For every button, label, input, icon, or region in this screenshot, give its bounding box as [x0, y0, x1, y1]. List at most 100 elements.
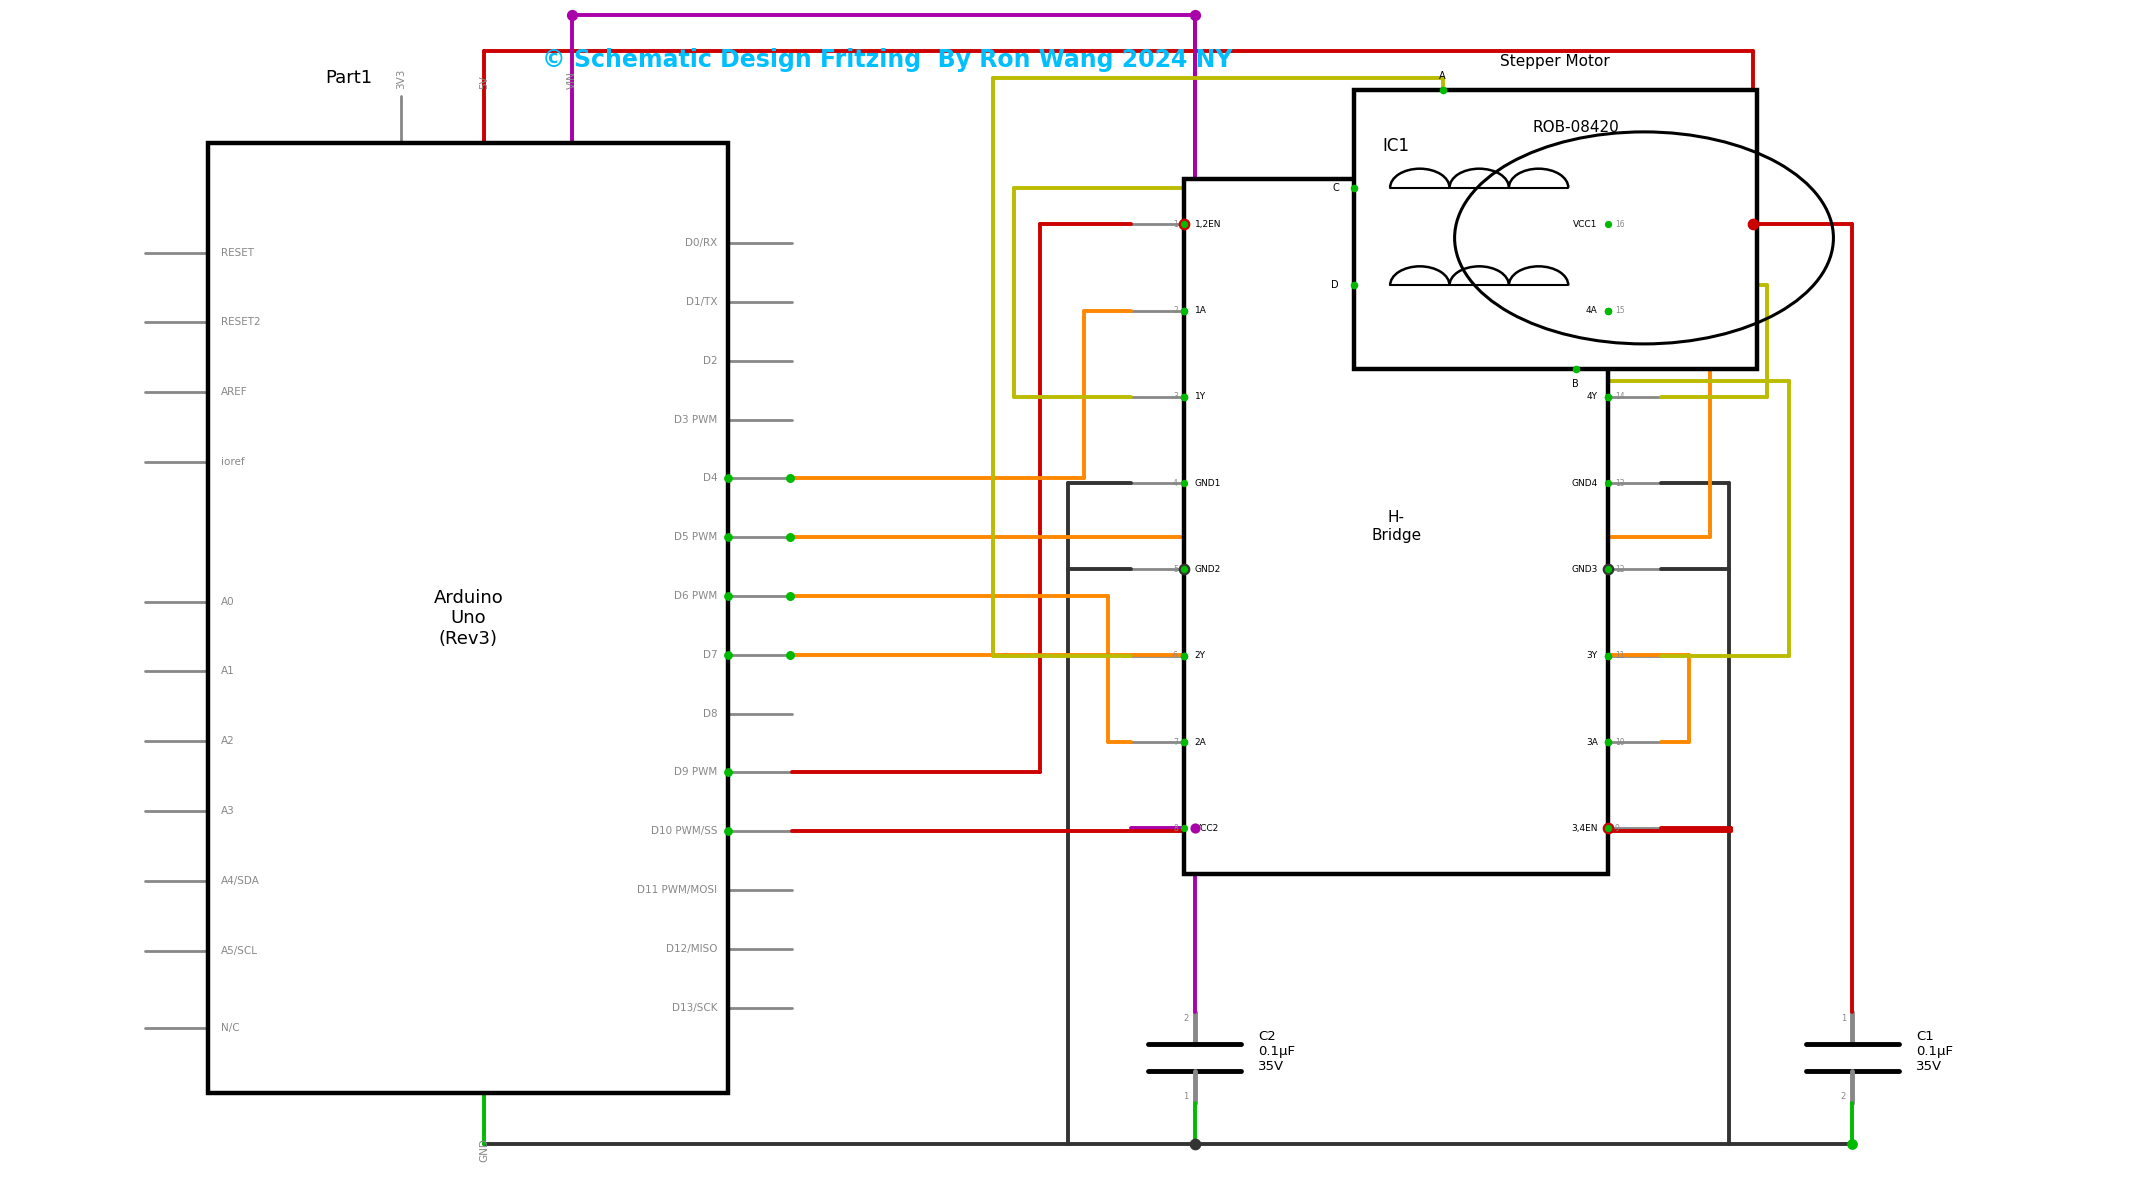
Text: 3V3: 3V3: [395, 68, 406, 89]
Text: VCC2: VCC2: [1196, 824, 1219, 833]
Text: A4/SDA: A4/SDA: [222, 876, 260, 886]
Text: H-
Bridge: H- Bridge: [1371, 510, 1422, 543]
Text: 11: 11: [1614, 651, 1625, 661]
Point: [1836, 1135, 1870, 1154]
Text: D6 PWM: D6 PWM: [675, 591, 717, 600]
Point: [1591, 560, 1625, 579]
Text: D12/MISO: D12/MISO: [666, 944, 717, 954]
Text: C2
0.1μF
35V: C2 0.1μF 35V: [1258, 1030, 1296, 1074]
Point: [1179, 1135, 1213, 1154]
Point: [1591, 819, 1625, 838]
Point: [1179, 6, 1213, 25]
Point: [1168, 646, 1202, 665]
Point: [711, 586, 745, 605]
Point: [1168, 215, 1202, 234]
Text: 6: 6: [1172, 651, 1179, 661]
Text: D10 PWM/SS: D10 PWM/SS: [651, 826, 717, 836]
Text: A: A: [1439, 71, 1445, 80]
Text: A2: A2: [222, 736, 235, 746]
Text: GND2: GND2: [1196, 564, 1221, 574]
Text: 1: 1: [1183, 1092, 1189, 1101]
Point: [711, 645, 745, 664]
Text: AREF: AREF: [222, 387, 248, 398]
Text: Arduino
Uno
(Rev3): Arduino Uno (Rev3): [433, 588, 504, 649]
Text: Stepper Motor: Stepper Motor: [1501, 54, 1610, 68]
Point: [1426, 80, 1460, 100]
Text: A3: A3: [222, 806, 235, 817]
Text: GND: GND: [478, 1139, 489, 1163]
Text: 14: 14: [1614, 393, 1625, 401]
Text: 5V: 5V: [478, 76, 489, 89]
Point: [1168, 387, 1202, 406]
Point: [1168, 733, 1202, 752]
Text: RESET2: RESET2: [222, 317, 260, 328]
Point: [1168, 215, 1202, 234]
Text: VCC1: VCC1: [1573, 220, 1597, 228]
Text: 2: 2: [1172, 306, 1179, 315]
Point: [773, 645, 807, 664]
Text: IC1: IC1: [1383, 137, 1409, 155]
Point: [773, 586, 807, 605]
Text: 7: 7: [1172, 737, 1179, 747]
Point: [1168, 473, 1202, 492]
Text: GND4: GND4: [1571, 479, 1597, 488]
Point: [555, 6, 589, 25]
Text: 3: 3: [1172, 393, 1179, 401]
Text: D13/SCK: D13/SCK: [673, 1003, 717, 1012]
Text: A1: A1: [222, 667, 235, 676]
Text: ioref: ioref: [222, 458, 246, 467]
Point: [773, 468, 807, 488]
Text: 2: 2: [1183, 1014, 1189, 1023]
Text: 10: 10: [1614, 737, 1625, 747]
Text: A5/SCL: A5/SCL: [222, 945, 258, 956]
Text: D: D: [1332, 280, 1339, 291]
Text: 2Y: 2Y: [1196, 651, 1206, 661]
Point: [1337, 276, 1371, 295]
Point: [1591, 733, 1625, 752]
Text: 3A: 3A: [1586, 737, 1597, 747]
Text: 1,2EN: 1,2EN: [1196, 220, 1221, 228]
Point: [1736, 215, 1770, 234]
Text: 1: 1: [1840, 1014, 1847, 1023]
Text: D2: D2: [702, 355, 717, 366]
Point: [1559, 359, 1593, 378]
Text: Part1: Part1: [325, 70, 371, 88]
Point: [1179, 819, 1213, 838]
Point: [1591, 301, 1625, 321]
Text: D7: D7: [702, 650, 717, 659]
Text: 9: 9: [1614, 824, 1620, 833]
Text: 15: 15: [1614, 306, 1625, 315]
Text: 2A: 2A: [1196, 737, 1206, 747]
Point: [1168, 646, 1202, 665]
Text: D5 PWM: D5 PWM: [675, 532, 717, 542]
Text: GND3: GND3: [1571, 564, 1597, 574]
Text: 1: 1: [1172, 220, 1179, 228]
Bar: [1354, 90, 1757, 369]
Point: [1337, 178, 1371, 197]
Point: [1591, 473, 1625, 492]
Text: N/C: N/C: [222, 1023, 239, 1033]
Text: B: B: [1571, 378, 1580, 388]
Text: VIN: VIN: [568, 71, 576, 89]
Point: [1591, 819, 1625, 838]
Text: 3Y: 3Y: [1586, 651, 1597, 661]
Bar: [209, 143, 728, 1093]
Text: 8: 8: [1172, 824, 1179, 833]
Point: [1591, 733, 1625, 752]
Point: [1168, 301, 1202, 321]
Point: [711, 468, 745, 488]
Point: [1591, 646, 1625, 665]
Text: A0: A0: [222, 597, 235, 607]
Point: [1168, 387, 1202, 406]
Text: C: C: [1332, 183, 1339, 192]
Point: [1591, 215, 1625, 234]
Text: D9 PWM: D9 PWM: [675, 767, 717, 777]
Point: [1591, 646, 1625, 665]
Point: [1591, 560, 1625, 579]
Text: 12: 12: [1614, 564, 1625, 574]
Text: C1
0.1μF
35V: C1 0.1μF 35V: [1915, 1030, 1954, 1074]
Text: D4: D4: [702, 473, 717, 484]
Text: 5: 5: [1172, 564, 1179, 574]
Bar: [1185, 179, 1608, 873]
Text: 1A: 1A: [1196, 306, 1206, 315]
